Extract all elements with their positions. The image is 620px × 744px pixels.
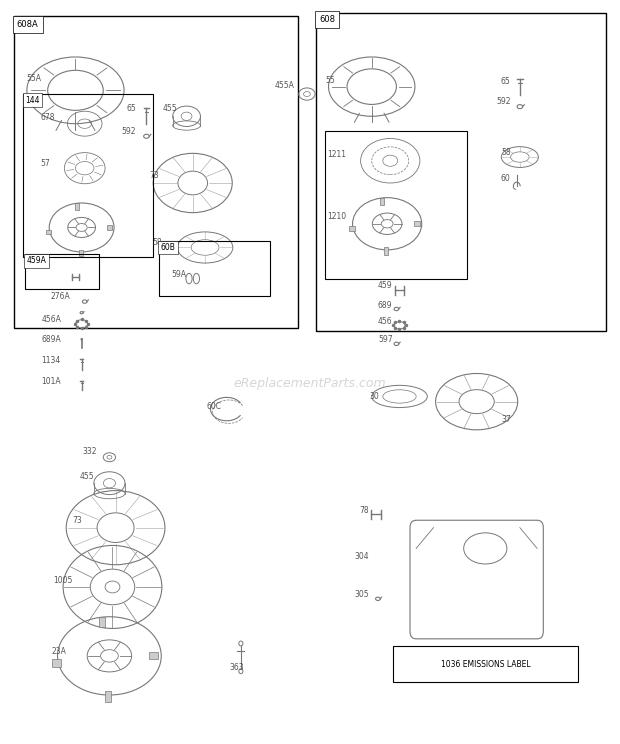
Text: 78: 78 [359,506,369,515]
Text: 60B: 60B [161,243,175,252]
Text: 304: 304 [354,552,369,561]
Text: 55: 55 [326,76,335,85]
Bar [107,225,112,230]
Text: 1036 EMISSIONS LABEL: 1036 EMISSIONS LABEL [441,659,531,669]
Text: 689A: 689A [42,336,61,344]
Text: 23A: 23A [51,647,66,655]
Bar [79,250,82,257]
Bar [75,203,79,210]
Text: 332: 332 [82,446,97,455]
Text: 459: 459 [378,281,392,290]
Text: 608A: 608A [17,20,38,29]
Bar [384,248,388,254]
Bar [99,617,105,627]
Text: 456A: 456A [42,315,61,324]
Text: 65: 65 [126,104,136,113]
Text: 459A: 459A [27,257,46,266]
Text: 60: 60 [501,174,511,183]
Text: 455: 455 [79,472,94,481]
Text: 689: 689 [378,301,392,310]
Text: 65: 65 [501,77,511,86]
Text: 597: 597 [378,336,392,344]
Text: 58: 58 [153,237,162,246]
Bar [45,230,51,234]
Text: 678: 678 [40,113,55,122]
Text: 1134: 1134 [42,356,61,365]
Text: 1211: 1211 [327,150,347,159]
Text: 37: 37 [502,414,511,423]
Bar [348,226,355,231]
Text: 60C: 60C [206,402,221,411]
Text: eReplacementParts.com: eReplacementParts.com [234,376,386,390]
Bar [105,691,111,702]
Text: 59A: 59A [171,270,186,279]
Text: 57: 57 [40,159,50,168]
Text: 144: 144 [25,95,39,104]
Bar [380,198,384,205]
Bar [51,659,61,667]
Text: 592: 592 [496,97,511,106]
Bar [149,652,158,659]
Text: 101A: 101A [42,377,61,386]
Text: 276A: 276A [51,292,71,301]
Text: 592: 592 [122,127,136,136]
Text: 55A: 55A [26,74,41,83]
Text: 1005: 1005 [53,577,73,586]
Text: 58: 58 [501,148,511,157]
Text: 73: 73 [72,516,82,525]
Text: 455: 455 [162,104,177,113]
Text: 455A: 455A [275,81,294,90]
Bar [414,222,420,226]
Text: 456: 456 [378,317,392,326]
Text: 30: 30 [370,391,379,401]
Text: 608: 608 [319,15,335,24]
Text: 1210: 1210 [327,212,347,221]
Text: 73: 73 [149,171,159,180]
Text: 363: 363 [230,663,244,672]
Text: 305: 305 [354,590,369,600]
